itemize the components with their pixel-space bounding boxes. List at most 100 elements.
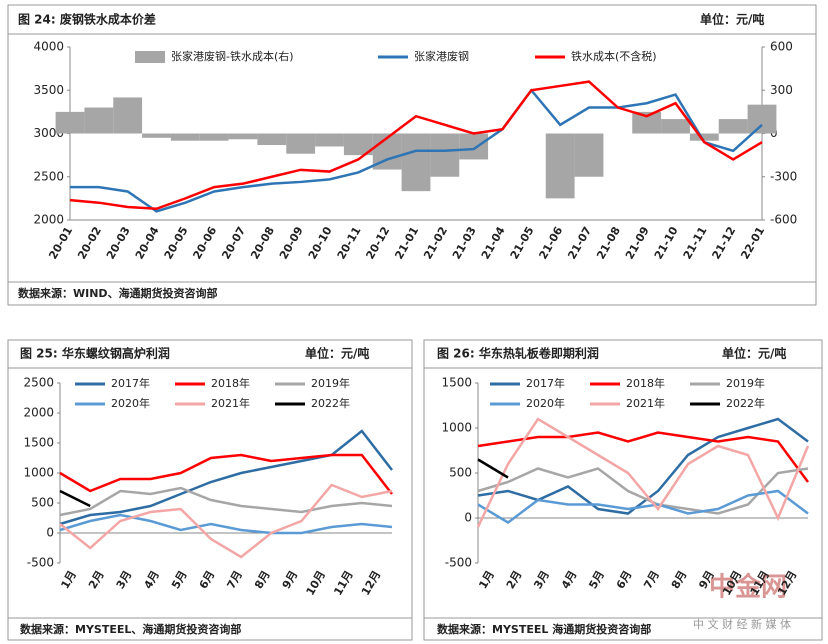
x-tick-label: 20-08 <box>248 225 277 262</box>
x-tick-label: 21-04 <box>479 224 508 261</box>
chart-title: 图 24: 废钢铁水成本价差 <box>18 12 156 27</box>
legend-label: 铁水成本(不含税) <box>571 49 657 63</box>
bar <box>55 111 85 134</box>
legend-label: 2021年 <box>626 396 665 410</box>
y-tick-label: -500 <box>27 556 54 570</box>
y-tick-label: 0 <box>464 511 472 525</box>
bar <box>199 133 229 141</box>
x-tick-label: 2月 <box>504 569 525 592</box>
x-tick-label: 7月 <box>641 569 662 592</box>
x-tick-label: 20-12 <box>364 225 393 262</box>
frame <box>423 339 823 641</box>
bar <box>401 133 431 192</box>
x-tick-label: 20-09 <box>277 225 306 262</box>
y-tick-label: 3500 <box>33 83 64 97</box>
frame <box>7 339 413 641</box>
unit-label: 单位：元/吨 <box>700 12 764 27</box>
x-tick-label: 4月 <box>141 569 162 592</box>
x-tick-label: 20-07 <box>219 225 248 262</box>
y-tick-label: 500 <box>31 496 54 510</box>
bar <box>545 133 575 199</box>
legend-label: 2017年 <box>526 376 565 390</box>
bar <box>113 97 143 134</box>
legend-label: 张家港废钢-铁水成本(右) <box>171 49 294 63</box>
watermark-tagline: 中 文 财 经 新 媒 体 <box>693 617 791 631</box>
y-tick-label: 1500 <box>23 436 54 450</box>
x-tick-label: 3月 <box>114 569 135 592</box>
x-tick-label: 7月 <box>224 569 245 592</box>
x-tick-label: 21-11 <box>681 225 710 262</box>
legend-label: 2022年 <box>726 396 765 410</box>
y-tick-label: 4000 <box>33 40 64 54</box>
x-tick-label: 21-12 <box>710 225 739 262</box>
series-line <box>59 486 393 517</box>
x-tick-label: 21-05 <box>508 225 537 262</box>
y2-tick-label: 300 <box>770 83 793 97</box>
series-line <box>59 483 393 559</box>
legend-label: 2018年 <box>211 376 250 390</box>
y2-tick-label: -300 <box>770 169 797 183</box>
legend-label: 2018年 <box>626 376 665 390</box>
chart-title: 图 26: 华东热轧板卷即期利润 <box>437 346 599 361</box>
x-tick-label: 10月 <box>304 569 328 598</box>
x-tick-label: 21-10 <box>652 224 681 261</box>
source: 数据来源：MYSTEEL 海通期货投资咨询部 <box>437 622 651 636</box>
x-tick-label: 21-08 <box>594 225 623 262</box>
x-tick-label: 5月 <box>586 569 607 592</box>
unit-label: 单位：元/吨 <box>722 346 786 361</box>
x-tick-label: 8月 <box>252 569 273 592</box>
x-tick-label: 21-06 <box>537 224 566 261</box>
bar <box>689 133 719 141</box>
series-line <box>477 417 809 515</box>
x-tick-label: 6月 <box>614 569 635 592</box>
series-line <box>69 80 763 211</box>
y-tick-label: 2500 <box>33 169 64 183</box>
y-tick-label: 2000 <box>33 213 64 227</box>
bar <box>574 133 604 177</box>
series-line <box>59 489 91 508</box>
bar <box>84 107 114 134</box>
legend-label: 2019年 <box>311 376 350 390</box>
bar <box>343 133 373 156</box>
x-tick-label: 20-01 <box>46 225 75 262</box>
x-tick-label: 12月 <box>359 569 383 598</box>
x-tick-label: 11月 <box>331 569 355 598</box>
x-tick-label: 1月 <box>58 569 79 592</box>
y2-tick-label: 600 <box>770 40 793 54</box>
unit-label: 单位：元/吨 <box>305 346 369 361</box>
y-tick-label: 1500 <box>441 376 472 390</box>
x-tick-label: 21-09 <box>623 225 652 262</box>
x-tick-label: 20-11 <box>335 225 364 262</box>
bar <box>228 133 258 140</box>
x-tick-label: 20-03 <box>104 225 133 262</box>
legend-label: 2021年 <box>211 396 250 410</box>
bar <box>747 104 777 134</box>
legend-label: 2019年 <box>726 376 765 390</box>
x-tick-label: 20-06 <box>191 224 220 261</box>
bar <box>286 133 316 154</box>
x-tick-label: 20-10 <box>306 224 335 261</box>
legend-label: 2020年 <box>111 396 150 410</box>
x-tick-label: 22-01 <box>738 225 767 262</box>
series-line <box>477 431 810 483</box>
bar <box>170 133 200 141</box>
series-line <box>59 453 393 495</box>
x-tick-label: 21-02 <box>421 225 450 262</box>
source: 数据来源：MYSTEEL、海通期货投资咨询部 <box>20 622 241 636</box>
y-tick-label: 2000 <box>23 406 54 420</box>
legend-swatch <box>135 51 165 63</box>
x-tick-label: 1月 <box>476 569 497 592</box>
y-tick-label: 2500 <box>23 376 54 390</box>
y2-tick-label: -600 <box>770 213 797 227</box>
series-line <box>477 467 809 515</box>
series-line <box>59 429 393 526</box>
x-tick-label: 2月 <box>86 569 107 592</box>
x-tick-label: 21-01 <box>392 225 421 262</box>
y-tick-label: -500 <box>445 556 472 570</box>
series-line <box>59 513 393 535</box>
x-tick-label: 21-03 <box>450 225 479 262</box>
legend-label: 2020年 <box>526 396 565 410</box>
x-tick-label: 5月 <box>169 569 190 592</box>
chart-title: 图 25: 华东螺纹钢高炉利润 <box>20 346 170 361</box>
x-tick-label: 8月 <box>669 569 690 592</box>
